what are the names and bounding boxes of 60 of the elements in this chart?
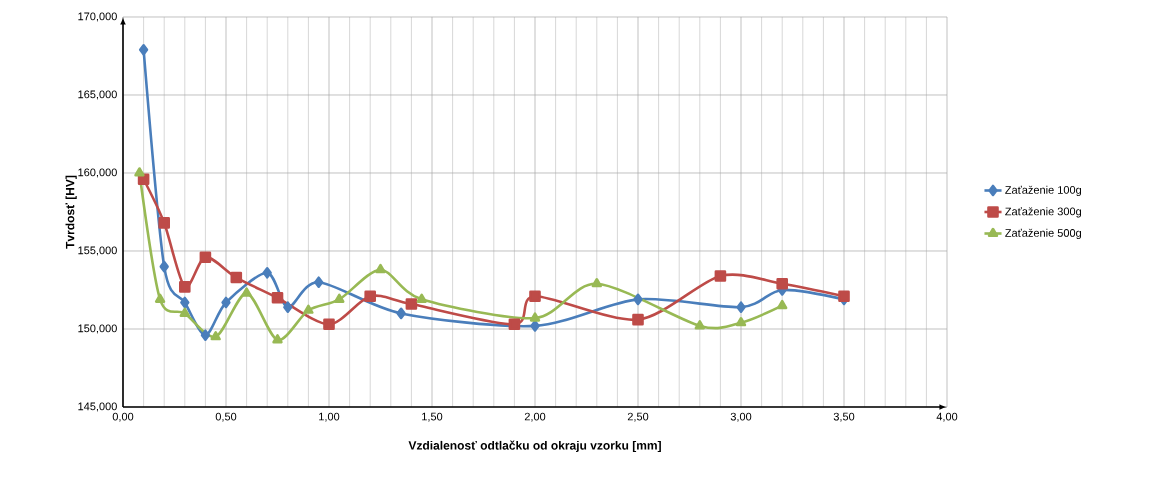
point	[134, 167, 145, 177]
x-axis-title: Vzdialenosť odtlačku od okraju vzorku [mm]	[408, 440, 661, 453]
point	[271, 292, 284, 304]
legend-label: Zaťaženie 300g	[1005, 207, 1082, 218]
point	[221, 296, 231, 309]
point	[735, 316, 747, 327]
point	[777, 299, 788, 310]
point	[179, 281, 191, 293]
point	[776, 277, 789, 290]
point	[529, 290, 541, 303]
point	[283, 301, 293, 313]
x-tick-label: 1,00	[319, 412, 340, 422]
point	[179, 307, 190, 317]
point	[180, 296, 190, 309]
y-axis-title: Tvrdosť [HV]	[65, 175, 77, 249]
x-tick-label: 3,50	[833, 412, 855, 422]
point	[375, 263, 386, 274]
point	[200, 329, 211, 342]
y-tick-label: 160,000	[78, 168, 117, 178]
y-tick-label: 155,000	[78, 246, 117, 256]
point	[632, 313, 644, 326]
point	[416, 293, 427, 303]
point	[314, 276, 324, 288]
x-tick-label: 1,50	[422, 412, 443, 422]
x-tick-label: 3,00	[730, 412, 752, 422]
point	[591, 277, 602, 288]
point	[396, 307, 406, 320]
x-tick-label: 0,50	[215, 412, 237, 422]
point	[364, 290, 376, 303]
point	[210, 331, 221, 341]
point	[272, 334, 283, 344]
point	[323, 318, 335, 331]
point	[199, 251, 212, 264]
point	[303, 304, 314, 314]
point	[633, 293, 643, 306]
point	[230, 271, 243, 284]
x-tick-label: 0,00	[112, 412, 134, 422]
point	[158, 217, 170, 229]
point	[241, 287, 252, 297]
legend-label: Zaťaženie 500g	[1005, 228, 1082, 240]
x-tick-label: 2,00	[524, 412, 546, 422]
x-tick-label: 4,00	[936, 412, 958, 422]
point	[138, 43, 149, 56]
x-tick-label: 2,50	[627, 412, 649, 422]
point	[529, 312, 541, 322]
point	[736, 301, 746, 313]
point	[530, 320, 540, 332]
y-tick-label: 170,000	[78, 12, 117, 22]
point	[508, 318, 521, 331]
point	[334, 293, 345, 303]
y-tick-label: 150,000	[78, 324, 117, 334]
point	[405, 298, 418, 310]
point	[714, 270, 727, 282]
point	[154, 293, 166, 303]
legend-label: Zaťaženie 100g	[1005, 185, 1082, 197]
y-tick-label: 145,000	[78, 402, 117, 412]
point	[262, 267, 272, 279]
point	[159, 260, 169, 273]
y-tick-label: 165,000	[78, 90, 117, 100]
point	[694, 320, 705, 330]
